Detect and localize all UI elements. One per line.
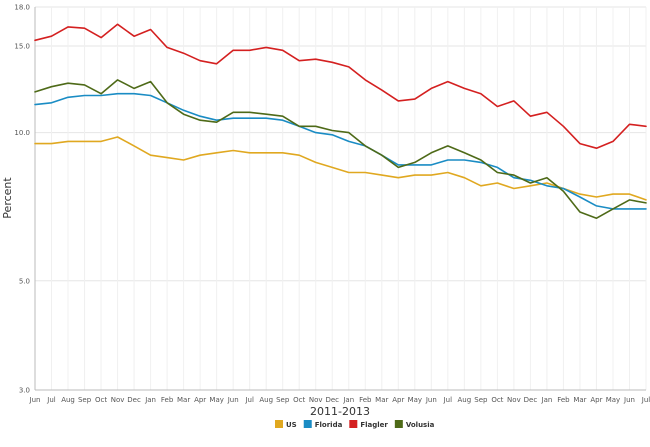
x-tick-label: Apr [590, 396, 602, 404]
x-tick-label: Sep [276, 396, 290, 404]
x-tick-label: Jun [623, 396, 635, 404]
x-tick-label: Dec [325, 396, 339, 404]
x-tick-label: Jan [342, 396, 354, 404]
x-tick-label: Jun [425, 396, 437, 404]
x-tick-label: Oct [491, 396, 503, 404]
x-tick-label: Jul [443, 396, 453, 404]
y-axis-title: Percent [1, 177, 14, 219]
x-tick-label: Mar [375, 396, 388, 404]
y-tick-labels: 3.0 5.0 10.0 15.0 18.0 [14, 4, 30, 395]
y-tick-label: 3.0 [19, 387, 30, 395]
legend-label-florida: Florida [315, 421, 343, 429]
x-tick-label: May [408, 396, 422, 404]
x-tick-label: Jan [541, 396, 553, 404]
axes [34, 7, 646, 391]
series-line-volusia [34, 79, 647, 219]
x-tick-label: Aug [61, 396, 75, 404]
series-line-us [34, 136, 647, 201]
x-tick-label: Oct [95, 396, 107, 404]
x-tick-label: Nov [309, 396, 323, 404]
x-tick-label: Dec [524, 396, 538, 404]
x-tick-label: Feb [161, 396, 174, 404]
x-tick-label: Jul [46, 396, 56, 404]
series-lines [34, 23, 647, 219]
y-tick-label: 15.0 [14, 42, 30, 50]
x-axis-title: 2011-2013 [310, 405, 370, 418]
x-tick-label: Feb [359, 396, 372, 404]
legend: US Florida Flagler Volusia [275, 420, 435, 429]
y-tick-label: 5.0 [19, 277, 30, 285]
x-tick-label: Aug [458, 396, 472, 404]
x-tick-label: Jun [227, 396, 239, 404]
x-tick-label: Feb [557, 396, 570, 404]
y-tick-label: 18.0 [14, 4, 30, 12]
x-tick-label: Mar [177, 396, 190, 404]
series-line-flagler [34, 23, 647, 149]
x-tick-label: Aug [259, 396, 273, 404]
legend-label-us: US [286, 421, 297, 429]
x-tick-label: Apr [194, 396, 206, 404]
x-tick-label: Apr [392, 396, 404, 404]
legend-swatch-volusia [394, 420, 403, 428]
legend-swatch-florida [303, 420, 312, 428]
x-tick-label: Jun [29, 396, 41, 404]
x-tick-labels: Jun Jul Aug Sep Oct Nov Dec Jan Feb Mar Apr May Jun J… [29, 396, 650, 404]
x-tick-label: Jan [144, 396, 156, 404]
x-tick-label: May [606, 396, 620, 404]
x-tick-label: Sep [474, 396, 488, 404]
legend-label-flagler: Flagler [360, 421, 388, 429]
legend-swatch-flagler [349, 420, 358, 428]
x-tick-label: Mar [573, 396, 586, 404]
legend-swatch-us [275, 420, 283, 428]
series-line-florida [34, 92, 647, 210]
legend-label-volusia: Volusia [406, 421, 435, 429]
x-tick-label: Jul [244, 396, 254, 404]
x-tick-label: May [209, 396, 223, 404]
x-tick-label: Oct [293, 396, 305, 404]
x-tick-label: Dec [127, 396, 141, 404]
x-tick-label: Jul [641, 396, 650, 404]
y-tick-label: 10.0 [14, 129, 30, 137]
x-tick-label: Nov [111, 396, 125, 404]
x-tick-label: Nov [507, 396, 521, 404]
x-tick-label: Sep [78, 396, 92, 404]
